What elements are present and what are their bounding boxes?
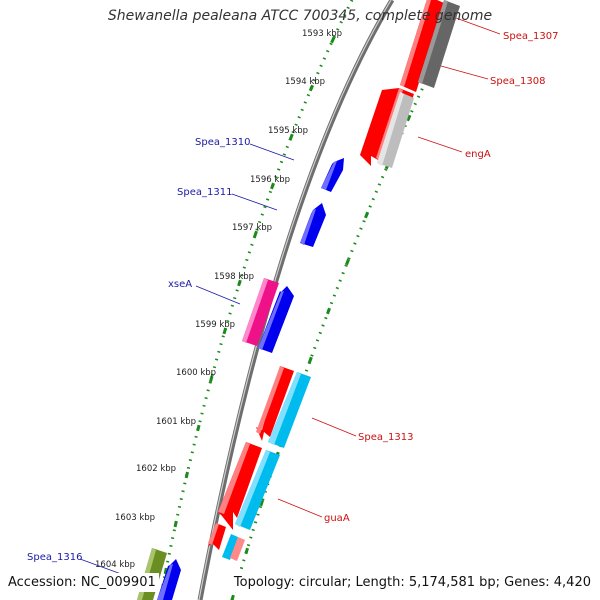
scale-ruler-dotted-line [158,0,354,600]
gene-engA[interactable] [360,88,414,168]
scale-tick [288,133,294,141]
scale-label: 1596 kbp [250,175,290,185]
gene-label-engA-group: engA [417,136,491,160]
gene-label-spea-1307[interactable]: Spea_1307 [503,31,558,42]
gene-label-xseA[interactable]: xseA [168,279,192,290]
gene-label-xseA-group: xseA [168,279,241,305]
genome-summary: Topology: circular; Length: 5,174,581 bp… [230,573,594,592]
inner-ruler-tick [326,307,331,315]
inner-ruler-tick [406,114,412,122]
scale-label: 1593 kbp [302,29,342,39]
gene-label-spea-1311-group: Spea_1311 [177,187,278,211]
gene-red-small[interactable] [208,523,226,550]
scale-label: 1595 kbp [268,126,308,136]
gene-label-spea-1310[interactable]: Spea_1310 [195,137,250,148]
inner-ruler-tick [345,258,351,266]
scale-label: 1602 kbp [136,464,176,474]
scale-tick [196,424,201,432]
scale-label: 1597 kbp [232,223,272,233]
scale-ticks [163,36,336,575]
gene-spea-1310[interactable] [321,158,344,192]
scale-label: 1603 kbp [115,513,155,523]
scale-tick [253,230,258,238]
inner-ruler-tick [259,499,265,507]
gene-label-spea-1316[interactable]: Spea_1316 [27,552,82,563]
gene-forward-blue-2[interactable] [157,559,181,600]
inner-ruler-tick [364,211,370,219]
inner-ruler-ticks [230,114,412,600]
scale-tick [208,375,214,383]
scale-labels: 1593 kbp 1594 kbp 1595 kbp 1596 kbp 1597… [95,29,342,570]
map-title: Shewanella pealeana ATCC 700345, complet… [107,8,493,24]
inner-ruler-tick [244,547,249,555]
scale-label: 1594 kbp [285,77,325,87]
gene-forward-blue-1[interactable] [258,286,294,353]
gene-label-spea-1308[interactable]: Spea_1308 [490,76,545,87]
gene-label-spea-1310-group: Spea_1310 [195,137,295,161]
gene-pink-small[interactable] [230,537,245,561]
scale-label: 1600 kbp [176,368,216,378]
scale-tick [222,327,228,335]
inner-ruler-tick [230,594,235,600]
gene-spea-1307[interactable] [400,0,444,92]
gene-cyan-small[interactable] [222,534,238,560]
scale-tick [173,520,178,528]
gene-label-spea-1313-group: Spea_1313 [311,417,413,443]
gene-label-spea-1316-group: Spea_1316 [27,552,125,576]
scale-tick [270,182,275,190]
gene-spea-1311[interactable] [300,203,326,247]
gene-spea-1308[interactable] [418,0,460,88]
inner-ruler-tick [307,356,313,364]
gene-red-1[interactable] [256,366,294,441]
scale-label: 1598 kbp [214,272,254,282]
genome-backbone [197,0,395,600]
accession-label: Accession: NC_009901 [5,573,159,592]
scale-tick [308,84,314,92]
scale-label: 1604 kbp [95,560,135,570]
gene-label-guaA-group: guaA [277,498,350,524]
scale-tick [237,279,242,287]
scale-tick [330,36,336,44]
scale-tick [163,567,168,575]
gene-label-spea-1308-group: Spea_1308 [440,65,545,87]
scale-tick [184,471,189,479]
scale-label: 1599 kbp [195,320,235,330]
gene-label-guaA[interactable]: guaA [324,513,350,524]
gene-guaA[interactable] [218,442,262,530]
gene-label-spea-1311[interactable]: Spea_1311 [177,187,232,198]
gene-label-spea-1307-group: Spea_1307 [455,17,558,42]
gene-label-spea-1313[interactable]: Spea_1313 [358,432,413,443]
scale-label: 1601 kbp [156,417,196,427]
gene-xseA[interactable] [242,278,279,346]
gene-spea-1313[interactable] [268,372,311,448]
gene-label-engA[interactable]: engA [465,149,491,160]
genome-backbone-highlight [198,0,392,600]
gene-cyan-2[interactable] [235,450,280,530]
